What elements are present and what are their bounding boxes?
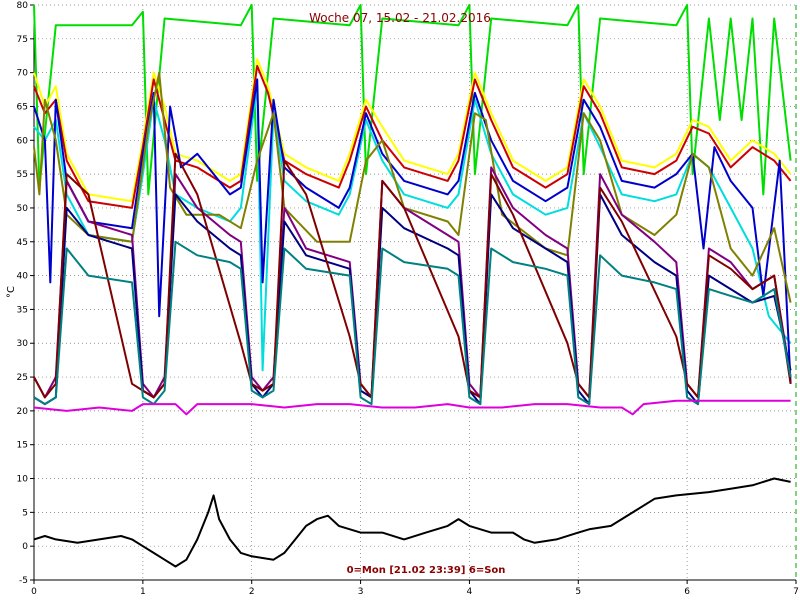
series-line-6 <box>33 71 792 303</box>
y-tick-label: 60 <box>17 136 29 146</box>
series-line-12 <box>33 477 791 568</box>
y-tick-label: 15 <box>17 441 28 451</box>
x-tick-label: 2 <box>249 587 255 597</box>
y-tick-label: 75 <box>17 35 28 45</box>
y-tick-label: 70 <box>17 69 29 79</box>
y-tick-label: 30 <box>17 339 29 349</box>
x-tick-label: 7 <box>793 587 799 597</box>
chart-footer: 0=Mon [21.02 23:39] 6=Son <box>347 565 506 576</box>
series-lines <box>33 4 792 568</box>
y-tick-label: -5 <box>19 576 28 586</box>
y-tick-label: 80 <box>17 1 29 11</box>
y-tick-label: 65 <box>17 102 28 112</box>
series-line-4 <box>33 85 792 372</box>
x-tick-label: 4 <box>467 587 473 597</box>
y-tick-label: 50 <box>17 204 29 214</box>
y-tick-label: 10 <box>17 475 29 485</box>
series-line-11 <box>33 399 791 416</box>
x-tick-label: 5 <box>575 587 581 597</box>
y-tick-labels: -5 0 5 10 15 20 25 30 35 40 45 50 55 60 65 70 75 80 <box>17 1 29 586</box>
y-tick-label: 5 <box>22 508 28 518</box>
y-tick-label: 45 <box>17 238 28 248</box>
series-line-3 <box>33 64 792 209</box>
y-tick-label: 35 <box>17 305 28 315</box>
x-tick-label: 3 <box>358 587 364 597</box>
series-line-1 <box>33 4 792 196</box>
chart-title: Woche 07, 15.02 - 21.02.2016 <box>309 11 491 25</box>
x-tick-label: 1 <box>140 587 146 597</box>
x-tick-labels: 0 1 2 3 4 5 6 7 <box>31 587 799 597</box>
series-line-10 <box>33 240 792 406</box>
y-tick-label: 0 <box>22 542 28 552</box>
y-tick-label: 25 <box>17 373 28 383</box>
y-tick-label: 40 <box>17 272 29 282</box>
x-tick-label: 0 <box>31 587 37 597</box>
series-line-2 <box>33 58 792 203</box>
axes <box>33 5 797 581</box>
x-tick-label: 6 <box>684 587 690 597</box>
series-line-9 <box>33 152 792 399</box>
y-tick-label: 55 <box>17 170 28 180</box>
grid <box>30 4 797 584</box>
y-axis-unit: °C <box>6 286 17 298</box>
y-tick-label: 20 <box>17 407 29 417</box>
